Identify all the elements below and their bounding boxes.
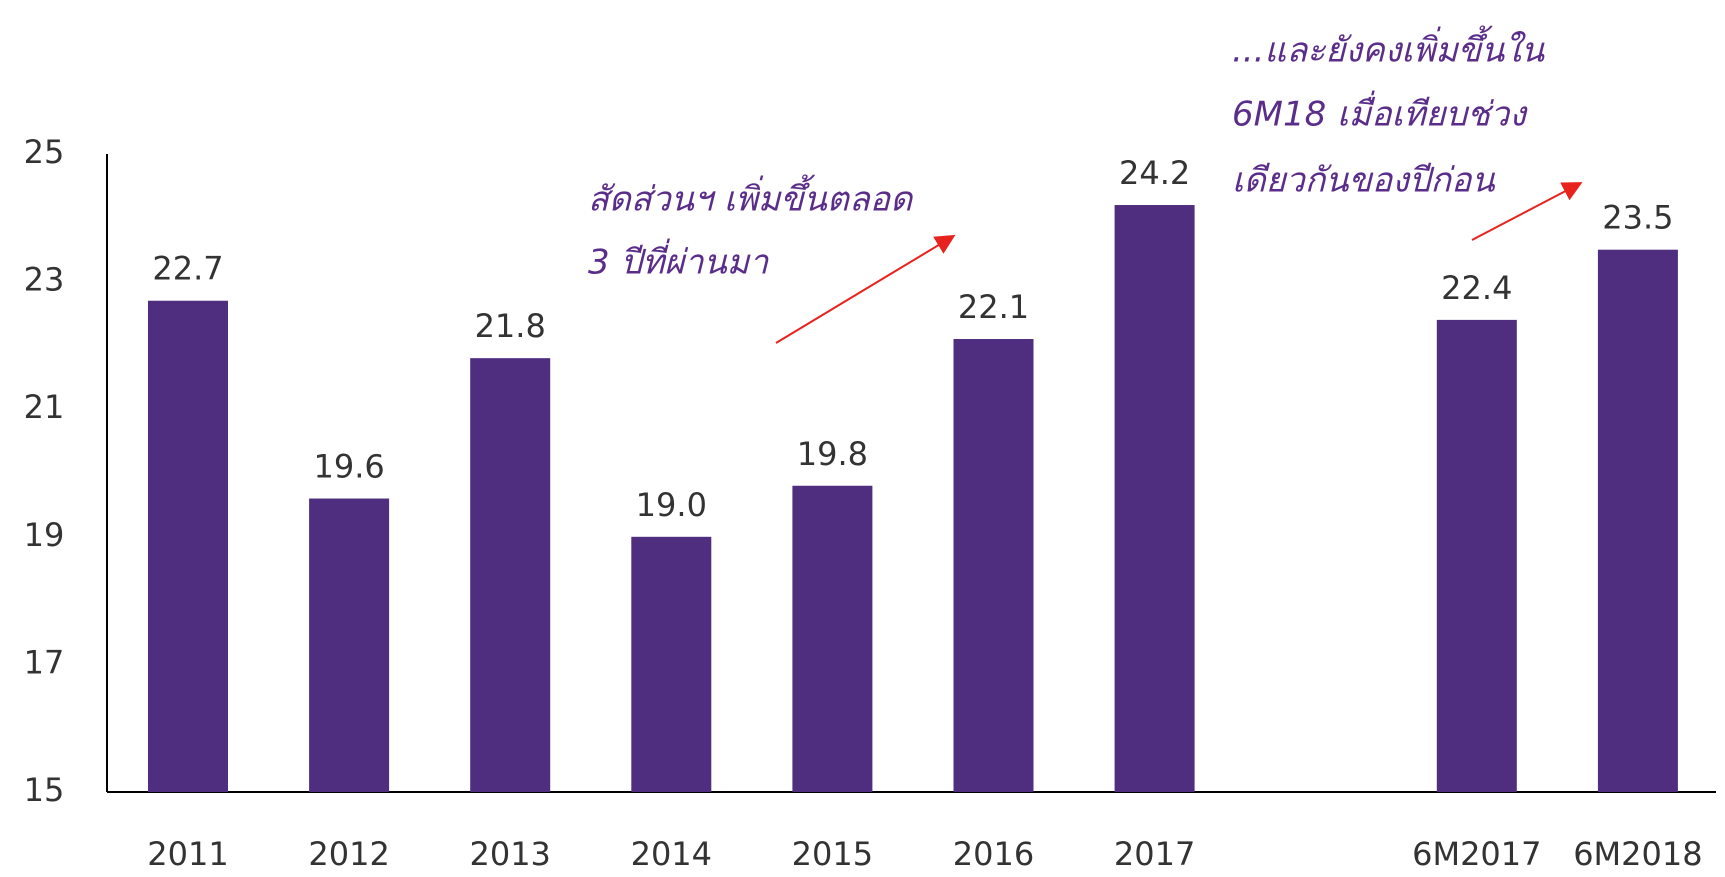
x-tick-label: 6M2018 — [1573, 835, 1702, 873]
bar — [953, 339, 1034, 792]
bar — [792, 485, 873, 792]
data-label: 22.4 — [1441, 269, 1512, 307]
y-tick-label: 15 — [24, 771, 65, 809]
bar — [470, 358, 551, 792]
data-label: 22.1 — [958, 288, 1029, 326]
data-label: 23.5 — [1602, 199, 1673, 237]
data-label: 21.8 — [475, 307, 546, 345]
y-tick-label: 23 — [24, 261, 65, 299]
bar — [1597, 249, 1678, 792]
y-tick-label: 25 — [24, 133, 65, 171]
data-label: 24.2 — [1119, 154, 1190, 192]
annotation: 3 ปีที่ผ่านมา — [588, 239, 769, 283]
bar — [631, 536, 712, 792]
bar — [309, 498, 390, 792]
annotation: ...และยังคงเพิ่มขึ้นใน — [1232, 25, 1545, 71]
arrow — [1471, 182, 1583, 241]
x-tick-label: 2017 — [1114, 835, 1195, 873]
data-label: 19.0 — [636, 486, 707, 524]
bar — [1114, 205, 1195, 793]
data-label: 19.6 — [313, 448, 384, 486]
y-tick-label: 17 — [24, 643, 65, 681]
arrow — [775, 234, 956, 344]
x-tick-label: 2014 — [631, 835, 712, 873]
y-tick-label: 19 — [24, 516, 65, 554]
x-tick-label: 2013 — [469, 835, 550, 873]
annotation: 6M18 เมื่อเทียบช่วง — [1232, 91, 1528, 135]
x-tick-label: 6M2017 — [1412, 835, 1541, 873]
data-label: 22.7 — [152, 250, 223, 288]
bar — [148, 300, 228, 792]
x-tick-label: 2011 — [147, 835, 228, 873]
y-tick-label: 21 — [24, 388, 65, 426]
x-tick-label: 2012 — [308, 835, 389, 873]
x-tick-label: 2015 — [792, 835, 873, 873]
x-tick-label: 2016 — [953, 835, 1034, 873]
data-label: 19.8 — [797, 435, 868, 473]
bar — [1436, 319, 1517, 792]
annotation: สัดส่วนฯ เพิ่มขึ้นตลอด — [588, 174, 914, 220]
annotation: เดียวกันของปีก่อน — [1232, 161, 1495, 201]
